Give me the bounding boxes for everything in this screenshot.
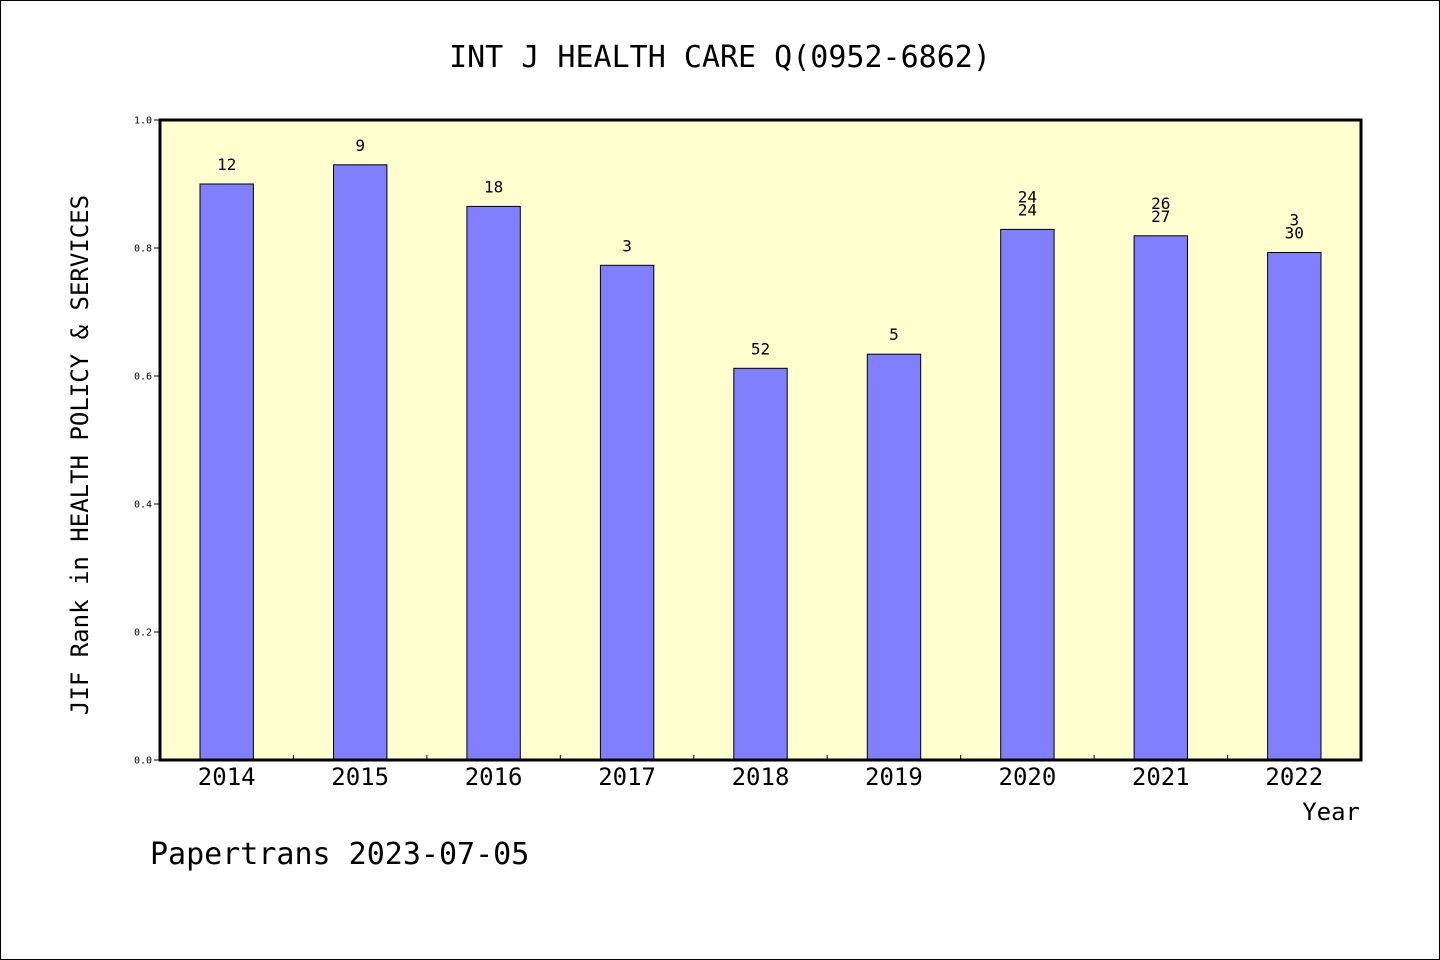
bar-2018: [733, 367, 788, 761]
bar-2019: [866, 353, 922, 761]
x-tick-label-2015: 2015: [331, 763, 389, 791]
footer-credit: Papertrans 2023-07-05: [150, 837, 529, 872]
bar-label-2017: 3: [622, 236, 632, 255]
y-tick-label-0.4: 0.4: [134, 500, 152, 511]
x-tick-label-2022: 2022: [1265, 763, 1323, 791]
plot-border: [158, 118, 1363, 762]
bar-label-2014: 12: [217, 155, 236, 174]
y-axis-label: JIF Rank in HEALTH POLICY & SERVICES: [66, 195, 94, 715]
bar-label-2020-1: 24: [1018, 187, 1037, 206]
y-tick-label-0.8: 0.8: [134, 244, 152, 255]
bar-label-2018: 52: [751, 339, 770, 358]
x-axis-label: Year: [1302, 798, 1360, 826]
y-tick-label-0.0: 0.0: [134, 756, 152, 767]
x-tick-label-2017: 2017: [598, 763, 656, 791]
x-tick-label-2021: 2021: [1132, 763, 1190, 791]
x-tick-label-2018: 2018: [732, 763, 790, 791]
bar-label-2015: 9: [355, 136, 365, 155]
bar-label-2021-1: 26: [1151, 194, 1170, 213]
x-axis: 2014 2015 2016 2017 2018 2019 2020 2021 2022: [198, 755, 1323, 791]
bar-label-2021-2: 27: [1151, 207, 1170, 226]
bar-label-2019: 5: [889, 325, 899, 344]
x-tick-label-2020: 2020: [999, 763, 1057, 791]
y-axis: 0.0 0.2 0.4 0.6 0.8 1.0: [134, 116, 160, 767]
x-tick-label-2014: 2014: [198, 763, 256, 791]
bar-2021: [1133, 235, 1188, 761]
y-tick-label-0.2: 0.2: [134, 628, 152, 639]
y-tick-label-1.0: 1.0: [134, 116, 152, 127]
bar-label-2022-2: 30: [1285, 224, 1304, 243]
chart-title: INT J HEALTH CARE Q(0952-6862): [449, 40, 991, 75]
bar-label-2020-2: 24: [1018, 200, 1037, 219]
bar-2016: [466, 205, 521, 761]
bars-layer: [199, 164, 1322, 761]
bar-2014: [199, 183, 254, 761]
bar-2017: [599, 264, 655, 761]
bar-2022: [1267, 252, 1322, 761]
y-tick-label-0.6: 0.6: [134, 372, 152, 383]
bar-label-2022-1: 3: [1289, 211, 1299, 230]
x-tick-label-2019: 2019: [865, 763, 923, 791]
x-tick-label-2016: 2016: [465, 763, 523, 791]
bar-2015: [333, 164, 388, 761]
bar-label-2016: 18: [484, 177, 503, 196]
bar-2020: [1000, 228, 1055, 761]
